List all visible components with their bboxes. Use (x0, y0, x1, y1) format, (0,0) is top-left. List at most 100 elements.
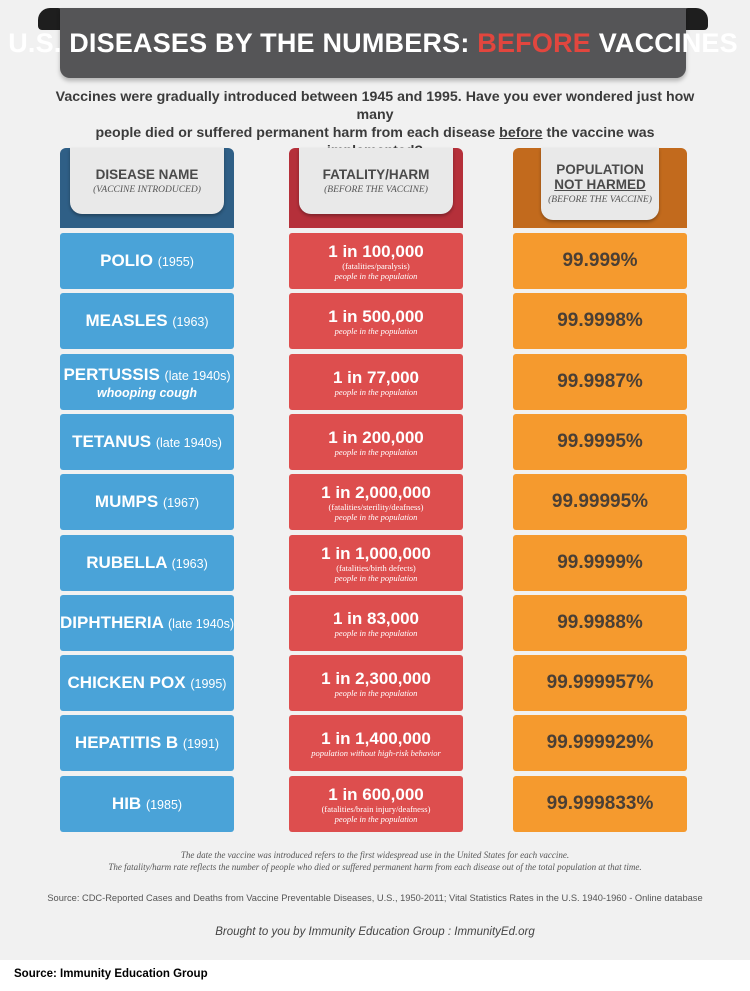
intro-line-2a: people died or suffered permanent harm f… (95, 125, 496, 141)
disease-name: HIB (1985) (112, 794, 182, 815)
disease-cell: MEASLES (1963) (60, 293, 234, 349)
fatality-population-note: people in the population (334, 511, 418, 522)
vaccine-year: (1967) (162, 495, 200, 510)
disease-column-header: DISEASE NAME (VACCINE INTRODUCED) (60, 148, 234, 228)
population-percent: 99.999929% (546, 732, 654, 753)
fatality-ratio: 1 in 500,000 (328, 306, 424, 326)
population-percent: 99.9988% (557, 612, 643, 633)
fatality-population-note: people in the population (334, 446, 418, 457)
population-percent: 99.999% (562, 250, 638, 271)
population-cell: 99.999833% (513, 776, 687, 832)
population-header-tab: POPULATION NOT HARMED (BEFORE THE VACCIN… (541, 148, 659, 220)
population-cell: 99.9995% (513, 414, 687, 470)
fatality-cell: 1 in 100,000 (fatalities/paralysis) people… (289, 233, 463, 289)
fatality-header-sub: (BEFORE THE VACCINE) (324, 184, 428, 195)
vaccine-year: (1963) (172, 314, 209, 329)
disease-label: POLIO (100, 250, 154, 270)
vaccine-year: (late 1940s) (155, 435, 222, 450)
fatality-ratio: 1 in 100,000 (328, 241, 424, 261)
vaccine-year: (1995) (190, 676, 227, 691)
disease-cell: CHICKEN POX (1995) (60, 655, 234, 711)
population-percent: 99.99995% (551, 491, 649, 512)
fatality-population-note: people in the population (334, 270, 418, 281)
disease-label: PERTUSSIS (63, 364, 160, 384)
population-cell: 99.999957% (513, 655, 687, 711)
vaccine-year: (1985) (145, 797, 183, 812)
fatality-ratio: 1 in 1,400,000 (321, 728, 431, 748)
fatality-population-note: population without high-risk behavior (311, 747, 441, 758)
population-cell: 99.999929% (513, 715, 687, 771)
intro-line-1: Vaccines were gradually introduced betwe… (55, 89, 695, 123)
vaccine-year: (1955) (157, 254, 194, 269)
disease-label: MEASLES (85, 310, 168, 330)
population-cell: 99.9987% (513, 354, 687, 410)
disease-cell: PERTUSSIS (late 1940s) whooping cough (60, 354, 234, 410)
fatality-ratio: 1 in 77,000 (332, 367, 419, 387)
title-highlight: BEFORE (477, 27, 591, 58)
disease-cell: RUBELLA (1963) (60, 535, 234, 591)
population-percent: 99.999833% (546, 793, 654, 814)
fatality-cell: 1 in 83,000 people in the population (289, 595, 463, 651)
fatality-header-tab: FATALITY/HARM (BEFORE THE VACCINE) (299, 148, 453, 214)
population-percent: 99.999957% (546, 672, 654, 693)
disease-header-sub: (VACCINE INTRODUCED) (93, 184, 201, 195)
vaccine-year: (late 1940s) (168, 616, 235, 631)
fatality-ratio: 1 in 2,000,000 (321, 482, 431, 502)
population-header-sub: (BEFORE THE VACCINE) (548, 195, 652, 205)
vaccine-year: (1963) (171, 556, 208, 571)
fatality-cell: 1 in 77,000 people in the population (289, 354, 463, 410)
source-citation: Source: CDC-Reported Cases and Deaths fr… (47, 893, 703, 903)
disease-label: MUMPS (94, 491, 159, 511)
fatality-population-note: people in the population (334, 325, 418, 336)
disease-name: HEPATITIS B (1991) (75, 733, 219, 754)
fatality-ratio: 1 in 2,300,000 (321, 668, 431, 688)
fatality-population-note: people in the population (334, 386, 418, 397)
infographic-poster: U.S. DISEASES BY THE NUMBERS: BEFORE VAC… (0, 0, 750, 960)
fatality-ratio: 1 in 200,000 (328, 427, 424, 447)
footnotes: The date the vaccine was introduced refe… (40, 849, 710, 873)
title-banner: U.S. DISEASES BY THE NUMBERS: BEFORE VAC… (8, 8, 738, 78)
population-header-title-2: NOT HARMED (554, 177, 646, 192)
disease-name: DIPHTHERIA (late 1940s) (60, 613, 234, 634)
population-percent: 99.9987% (557, 371, 643, 392)
fatality-note: (fatalities/birth defects) (336, 562, 416, 573)
disease-cell: TETANUS (late 1940s) (60, 414, 234, 470)
population-cell: 99.9988% (513, 595, 687, 651)
disease-label: TETANUS (72, 431, 152, 451)
fatality-population-note: people in the population (334, 572, 418, 583)
page-title: U.S. DISEASES BY THE NUMBERS: BEFORE VAC… (8, 28, 738, 59)
fatality-column-header: FATALITY/HARM (BEFORE THE VACCINE) (289, 148, 463, 228)
fatality-population-note: people in the population (334, 627, 418, 638)
fatality-cell: 1 in 1,000,000 (fatalities/birth defects)… (289, 535, 463, 591)
disease-header-title: DISEASE NAME (95, 166, 199, 182)
population-percent: 99.9999% (557, 552, 643, 573)
fatality-column: FATALITY/HARM (BEFORE THE VACCINE) 1 in … (289, 148, 463, 832)
disease-subtitle: whooping cough (97, 385, 197, 400)
image-caption: Source: Immunity Education Group (14, 968, 208, 980)
fatality-cell: 1 in 600,000 (fatalities/brain injury/dea… (289, 776, 463, 832)
brought-by: Brought to you by Immunity Education Gro… (215, 926, 535, 938)
fatality-cell: 1 in 500,000 people in the population (289, 293, 463, 349)
disease-name: MEASLES (1963) (85, 311, 208, 332)
population-percent: 99.9995% (557, 431, 643, 452)
fatality-ratio: 1 in 1,000,000 (321, 543, 431, 563)
intro-emphasis: before (499, 125, 543, 141)
disease-cell: HEPATITIS B (1991) (60, 715, 234, 771)
vaccine-year: (late 1940s) (164, 368, 231, 383)
disease-name: PERTUSSIS (late 1940s) (63, 365, 230, 386)
population-cell: 99.99995% (513, 474, 687, 530)
fatality-population-note: people in the population (334, 813, 418, 824)
population-column-header: POPULATION NOT HARMED (BEFORE THE VACCIN… (513, 148, 687, 228)
disease-cell: HIB (1985) (60, 776, 234, 832)
population-cell: 99.9998% (513, 293, 687, 349)
vaccine-year: (1991) (182, 736, 220, 751)
disease-label: HIB (111, 793, 142, 813)
disease-column: DISEASE NAME (VACCINE INTRODUCED) POLIO … (60, 148, 234, 832)
disease-label: HEPATITIS B (74, 732, 179, 752)
disease-cell: MUMPS (1967) (60, 474, 234, 530)
disease-name: TETANUS (late 1940s) (72, 432, 222, 453)
disease-label: RUBELLA (86, 552, 167, 572)
population-header-title-1: POPULATION (556, 162, 644, 177)
title-prefix: U.S. DISEASES BY THE NUMBERS: (8, 27, 470, 58)
disease-name: MUMPS (1967) (95, 492, 199, 513)
